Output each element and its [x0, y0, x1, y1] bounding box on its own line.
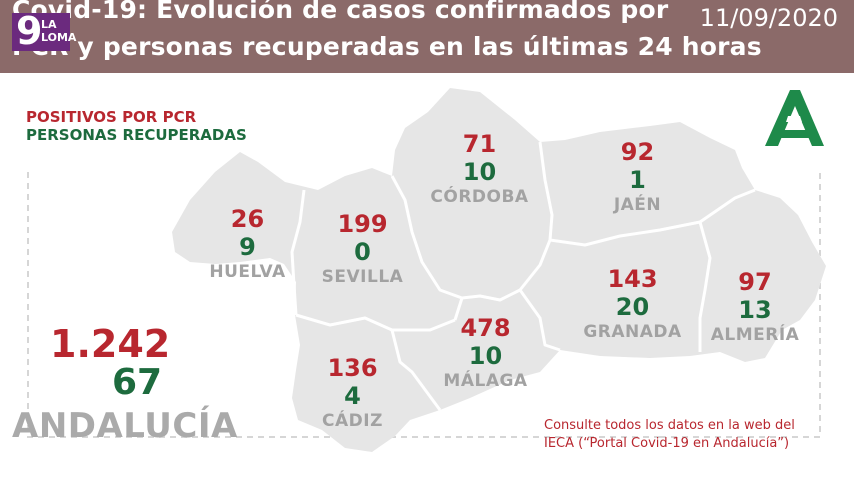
province-granada: 143 20 GRANADA	[580, 265, 685, 343]
province-malaga: 478 10 MÁLAGA	[438, 314, 533, 392]
legend-pcr-label: POSITIVOS POR PCR	[26, 108, 197, 126]
malaga-recovered: 10	[468, 342, 503, 370]
map-frame	[27, 172, 821, 438]
channel-logo-text: LA LOMA	[41, 18, 77, 44]
province-huelva: 26 9 HUELVA	[200, 205, 295, 283]
sevilla-pcr: 199	[337, 210, 388, 238]
granada-recovered: 20	[615, 293, 650, 321]
junta-de-andalucia-logo-icon	[765, 90, 824, 146]
region-label: ANDALUCÍA	[12, 406, 238, 446]
almeria-pcr: 97	[738, 268, 772, 296]
cordoba-name: CÓRDOBA	[430, 187, 529, 207]
source-note-line-2: IECA (“Portal Covid-19 en Andalucía”)	[544, 436, 790, 451]
legend-recovered-label: PERSONAS RECUPERADAS	[26, 126, 247, 144]
andalucia-map	[27, 88, 826, 452]
channel-logo-number: 9	[16, 9, 43, 53]
cordoba-recovered: 10	[462, 158, 497, 186]
title-line-2: PCR y personas recuperadas en las última…	[12, 32, 762, 61]
jaen-recovered: 1	[629, 166, 646, 194]
andalucia-silhouette	[172, 88, 826, 452]
huelva-name: HUELVA	[209, 262, 286, 282]
cordoba-pcr: 71	[462, 130, 497, 158]
sevilla-name: SEVILLA	[321, 267, 404, 287]
header-bar: Covid-19: Evolución de casos confirmados…	[0, 0, 854, 73]
cadiz-pcr: 136	[327, 354, 378, 382]
province-almeria: 97 13 ALMERÍA	[705, 268, 805, 346]
border-granada-almeria	[698, 221, 712, 352]
jaen-pcr: 92	[620, 138, 655, 166]
almeria-name: ALMERÍA	[710, 325, 800, 345]
huelva-recovered: 9	[239, 233, 256, 261]
malaga-pcr: 478	[460, 314, 511, 342]
cadiz-recovered: 4	[344, 382, 361, 410]
border-cadiz-malaga	[390, 329, 442, 411]
title-line-1: Covid-19: Evolución de casos confirmados…	[12, 0, 669, 24]
border-jaen-granada	[549, 188, 756, 247]
province-cadiz: 136 4 CÁDIZ	[315, 354, 390, 432]
malaga-name: MÁLAGA	[443, 371, 528, 391]
source-note: Consulte todos los datos en la web del I…	[544, 417, 795, 453]
border-sevilla-cadiz	[295, 313, 456, 332]
province-borders	[290, 141, 756, 411]
sevilla-recovered: 0	[354, 238, 371, 266]
date-label: 11/09/2020	[699, 4, 838, 32]
total-recovered: 67	[112, 362, 163, 403]
almeria-recovered: 13	[738, 296, 772, 324]
huelva-pcr: 26	[230, 205, 265, 233]
border-huelva-sevilla	[290, 189, 306, 316]
province-jaen: 92 1 JAÉN	[590, 138, 685, 216]
province-cordoba: 71 10 CÓRDOBA	[422, 130, 537, 208]
source-note-line-1: Consulte todos los datos en la web del	[544, 418, 795, 433]
jaen-name: JAÉN	[613, 195, 662, 215]
channel-logo-icon: 9 LA LOMA	[12, 9, 76, 53]
granada-pcr: 143	[607, 265, 658, 293]
total-pcr: 1.242	[50, 322, 171, 366]
border-cordoba-jaen	[461, 141, 554, 302]
granada-name: GRANADA	[583, 322, 682, 342]
cadiz-name: CÁDIZ	[322, 411, 383, 431]
border-malaga-granada	[518, 289, 561, 352]
province-sevilla: 199 0 SEVILLA	[310, 210, 415, 288]
